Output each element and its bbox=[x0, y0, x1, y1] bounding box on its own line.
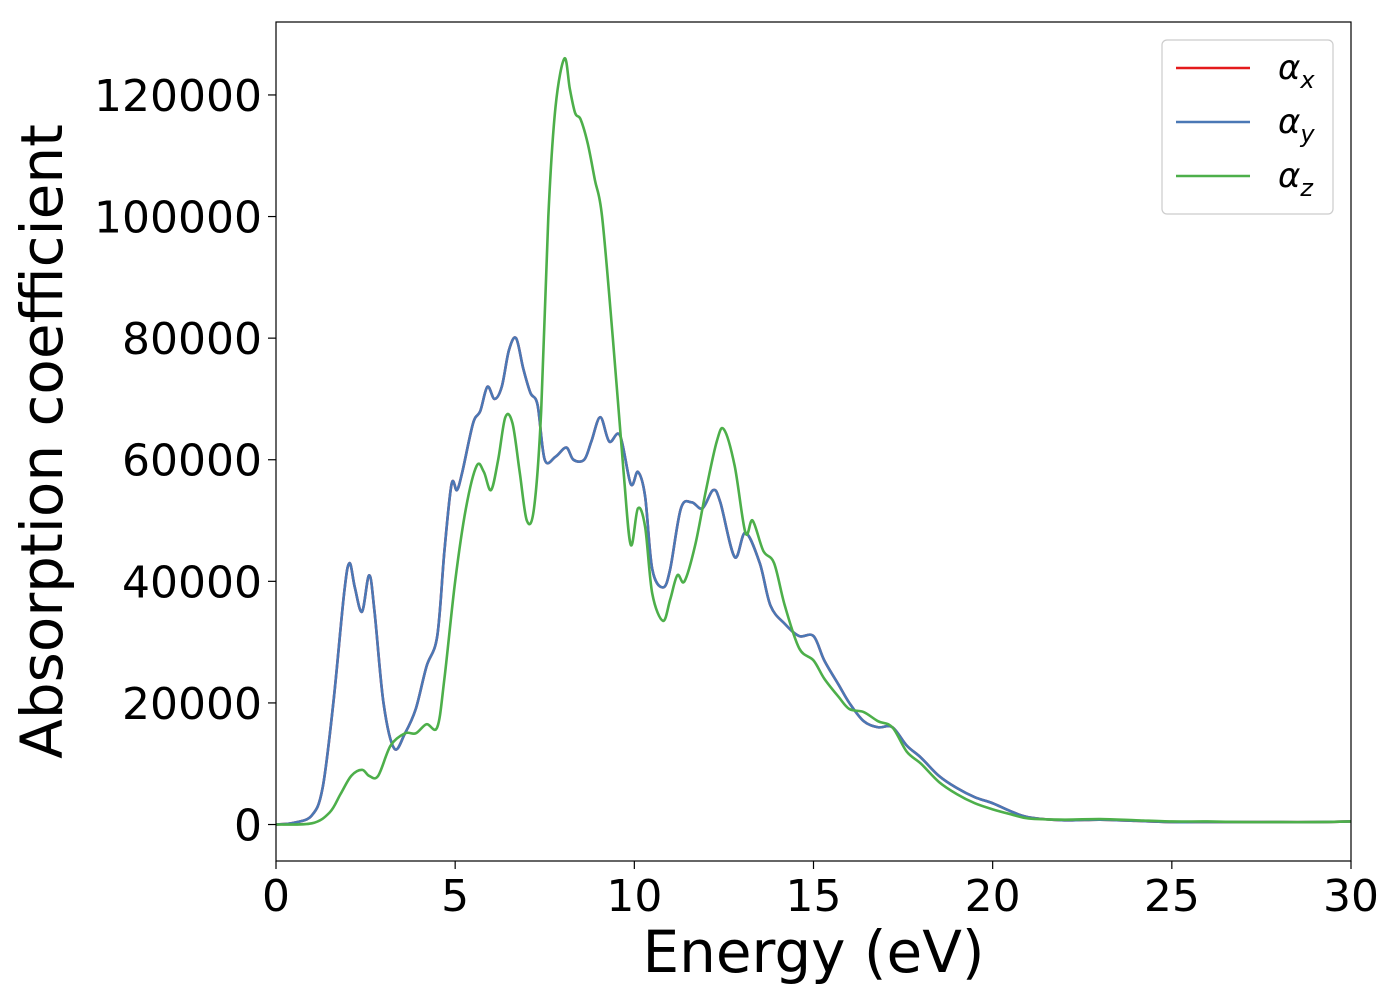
y-tick-label: 0 bbox=[234, 801, 262, 852]
series-line-x bbox=[276, 336, 1351, 826]
x-tick-label: 5 bbox=[441, 871, 469, 922]
legend-label-z: αz bbox=[1278, 156, 1314, 202]
x-tick-label: 30 bbox=[1323, 871, 1379, 922]
y-axis: 0 20000 40000 60000 80000 100000 120000 bbox=[94, 71, 276, 852]
y-tick-label: 120000 bbox=[94, 71, 262, 122]
x-tick-label: 15 bbox=[786, 871, 842, 922]
legend-box bbox=[1161, 39, 1334, 215]
y-tick-label: 40000 bbox=[122, 557, 262, 608]
y-axis-title: Absorption coefficient bbox=[8, 124, 76, 759]
x-axis-title: Energy (eV) bbox=[642, 918, 984, 986]
x-tick-label: 20 bbox=[965, 871, 1021, 922]
y-tick-label: 80000 bbox=[122, 314, 262, 365]
y-tick-label: 20000 bbox=[122, 679, 262, 730]
y-tick-label: 100000 bbox=[94, 193, 262, 244]
plot-lines bbox=[276, 57, 1351, 826]
x-tick-label: 0 bbox=[262, 871, 290, 922]
x-tick-label: 10 bbox=[606, 871, 662, 922]
x-tick-label: 25 bbox=[1144, 871, 1200, 922]
series-line-y bbox=[276, 336, 1351, 826]
series-line-z bbox=[276, 57, 1351, 826]
y-tick-label: 60000 bbox=[122, 436, 262, 487]
x-axis: 0 5 10 15 20 25 30 bbox=[262, 861, 1379, 922]
